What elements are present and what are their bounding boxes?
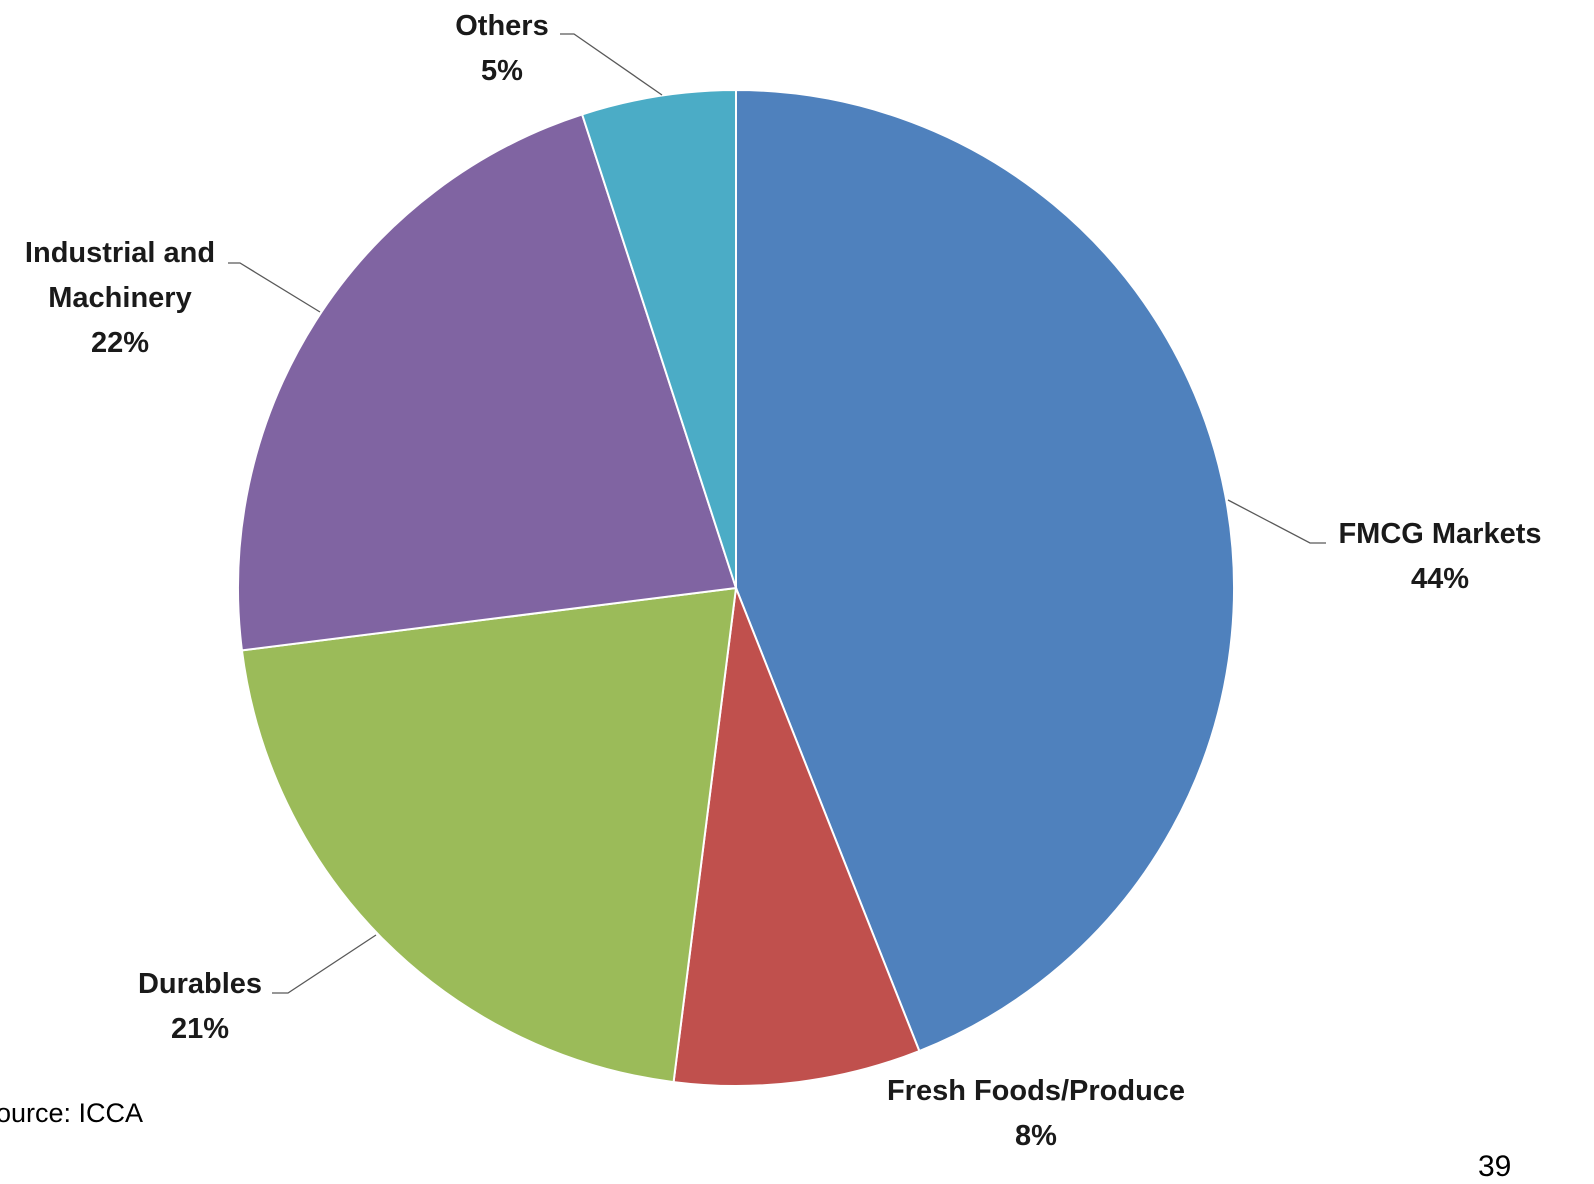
slice-percent: 21%: [171, 1013, 229, 1045]
label-others: Others 5%: [455, 10, 548, 87]
slice-industrial-and-machinery: [237, 113, 738, 652]
label-industrial-and-machinery: Industrial and Machinery 22%: [25, 237, 215, 359]
slice-percent: 22%: [91, 327, 149, 359]
slice-durables: [240, 586, 738, 1084]
slice-others: [580, 88, 737, 589]
leader-line-fmcg-markets: [1227, 499, 1326, 544]
slice-percent: 8%: [1015, 1120, 1057, 1152]
slice-fmcg-markets: [735, 88, 1235, 1053]
source-note: ource: ICCA: [0, 1098, 144, 1128]
slice-fresh-foods-produce: [672, 587, 921, 1087]
page-number: 39: [1478, 1150, 1512, 1183]
slice-percent: 44%: [1411, 563, 1469, 595]
slice-name: FMCG Markets: [1338, 518, 1541, 550]
leader-lines: [228, 33, 1326, 994]
leader-line-industrial-and-machinery: [228, 262, 321, 313]
pie-slices: [237, 88, 1235, 1087]
slice-name: Others: [455, 10, 548, 42]
slice-name: Machinery: [48, 282, 191, 314]
slice-name: Fresh Foods/Produce: [887, 1075, 1185, 1107]
slice-percent: 5%: [481, 55, 523, 87]
leader-line-others: [560, 33, 663, 96]
slice-name: Industrial and: [25, 237, 215, 269]
leader-line-durables: [272, 934, 377, 994]
slice-labels: FMCG Markets 44% Fresh Foods/Produce 8% Dura…: [25, 10, 1542, 1152]
label-fresh-foods-produce: Fresh Foods/Produce 8%: [887, 1075, 1185, 1152]
label-fmcg-markets: FMCG Markets 44%: [1338, 518, 1541, 595]
slice-name: Durables: [138, 968, 262, 1000]
label-durables: Durables 21%: [138, 968, 262, 1045]
